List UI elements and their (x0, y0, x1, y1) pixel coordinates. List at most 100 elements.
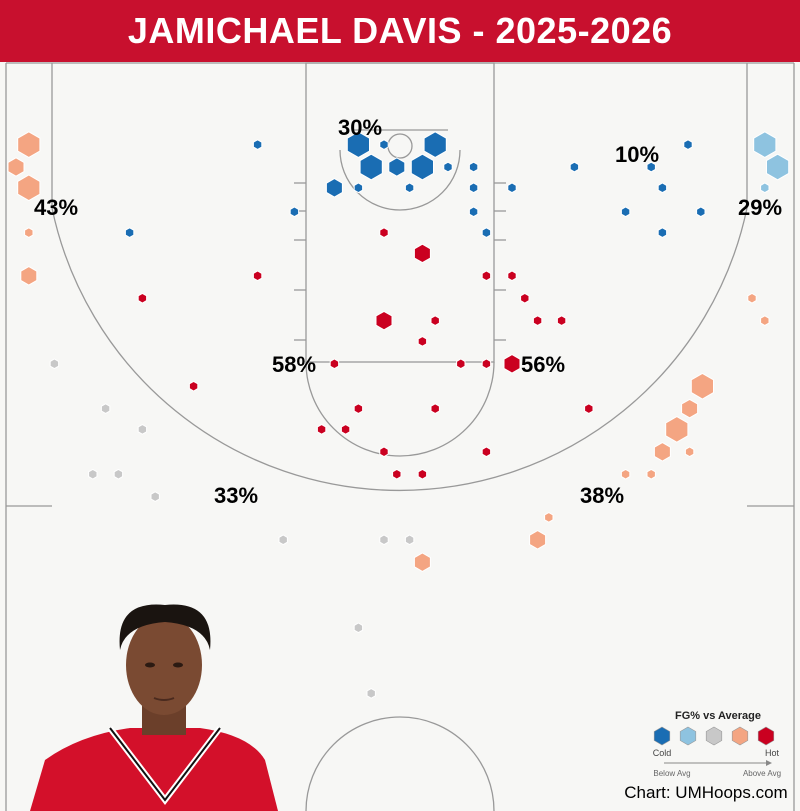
hex-bin-hot (353, 403, 364, 414)
hex-bin-hot (481, 446, 492, 458)
hex-bin-warm (653, 442, 671, 462)
hex-bin-average (150, 491, 160, 502)
legend-hex-hot (757, 726, 775, 746)
hex-bin-cold (325, 178, 343, 198)
player-photo (30, 604, 278, 811)
hex-bin-hot (137, 292, 148, 304)
hex-bin-cold (696, 206, 706, 218)
court-lines (5, 62, 795, 811)
hex-bin-warm (544, 512, 554, 523)
zone-label-right-top-three: 38% (580, 483, 624, 508)
hex-bin-warm (529, 530, 547, 550)
hex-bin-warm (665, 416, 689, 443)
hex-bin-average (137, 424, 148, 435)
hex-bin-warm (20, 266, 38, 286)
hex-bin-hot (584, 403, 594, 414)
hex-bin-warm (413, 552, 431, 572)
legend: FG% vs Average Cold Hot Below Avg Above … (624, 710, 787, 802)
hex-bin-cold (359, 153, 383, 181)
hex-bin-average (353, 622, 364, 634)
hex-bin-warm (620, 468, 631, 480)
legend-hex-warm (731, 726, 749, 746)
hex-bin-hot (556, 315, 567, 326)
legend-title: FG% vs Average (675, 710, 761, 722)
hex-bin-cold (468, 161, 479, 173)
hex-bin-hot (392, 468, 402, 480)
hex-bin-warm (681, 398, 699, 419)
hex-bin-hot (507, 270, 517, 282)
hex-bin-warm (24, 227, 34, 238)
hex-bin-warm (17, 174, 41, 202)
zone-label-left-top-three: 33% (214, 483, 258, 508)
hex-bin-cold (410, 153, 434, 181)
hex-bin-cold (507, 182, 517, 194)
hex-bin-cold (468, 182, 479, 194)
hex-bin-cold (657, 182, 668, 194)
zone-label-right-midrange: 56% (521, 352, 565, 377)
hex-bin-average (49, 358, 60, 370)
hex-bin-hot (456, 358, 466, 370)
hex-bin-hot (329, 358, 340, 370)
hex-bin-hot (413, 243, 431, 264)
hex-bin-cold (683, 139, 693, 150)
zone-label-right-wing-three: 10% (615, 142, 659, 167)
hex-bin-hot (503, 354, 521, 374)
legend-hex-cool (679, 726, 697, 746)
hex-bin-cold (646, 161, 656, 173)
legend-below-label: Below Avg (653, 769, 690, 778)
hex-bin-warm (684, 446, 695, 458)
hex-bin-hot (379, 227, 389, 238)
hex-bin-cool (760, 182, 770, 194)
hex-bin-average (278, 534, 288, 546)
hex-bin-cold (252, 139, 263, 150)
hex-bin-cold (404, 182, 415, 194)
hex-bin-hot (379, 446, 389, 458)
hex-bin-warm (760, 315, 770, 326)
hex-bin-hot (417, 468, 428, 480)
hex-bin-hot (188, 380, 199, 392)
hex-bin-cool (766, 153, 790, 181)
hex-bin-hot (481, 270, 492, 282)
hex-bin-average (404, 534, 415, 546)
zone-labels: 30% 10% 43% 29% 58% 56% 33% 38% (34, 115, 782, 508)
chart-credit: Chart: UMHoops.com (624, 783, 787, 802)
hex-bin-warm (17, 131, 41, 158)
hex-bin-average (88, 468, 98, 480)
title-banner: JAMICHAEL DAVIS - 2025-2026 (0, 0, 800, 62)
hex-bin-hot (375, 310, 393, 331)
hex-bin-cold (443, 161, 453, 173)
hex-bin-warm (690, 372, 714, 400)
hex-bin-hot (252, 270, 263, 282)
hex-bins (7, 131, 790, 699)
zone-label-right-corner-three: 29% (738, 195, 782, 220)
hex-bin-cold (353, 182, 364, 194)
legend-hot-label: Hot (765, 748, 780, 758)
chart-title: JAMICHAEL DAVIS - 2025-2026 (127, 10, 673, 51)
hex-bin-cold (569, 161, 580, 173)
hex-bin-average (113, 468, 124, 480)
hex-bin-cold (481, 227, 492, 238)
hex-bin-warm (747, 292, 757, 304)
hex-bin-hot (340, 424, 351, 435)
legend-hex-cold (653, 726, 671, 746)
hex-bin-average (100, 403, 111, 414)
hex-bin-cold (289, 206, 300, 218)
hex-bin-hot (430, 403, 440, 414)
hex-bin-cold (657, 227, 668, 238)
zone-label-left-midrange: 58% (272, 352, 316, 377)
hex-bin-hot (520, 292, 530, 304)
zone-label-left-corner-three: 43% (34, 195, 78, 220)
hex-bin-hot (417, 336, 428, 347)
hex-bin-average (379, 534, 389, 546)
legend-cold-label: Cold (653, 748, 672, 758)
hex-bin-cold (124, 227, 135, 238)
hex-bin-hot (430, 315, 440, 326)
hex-bin-cold (620, 206, 631, 218)
hex-bin-average (366, 688, 376, 699)
zone-label-restricted-area: 30% (338, 115, 382, 140)
hex-bin-cold (468, 206, 479, 218)
hex-bin-warm (7, 157, 25, 177)
hex-bin-hot (532, 315, 543, 326)
hex-bin-cold (346, 131, 370, 158)
